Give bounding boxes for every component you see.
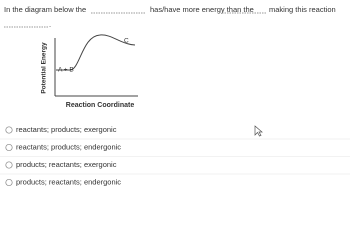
option-label[interactable]: products; reactants; exergonic (16, 160, 117, 169)
radio-button[interactable] (5, 178, 13, 187)
options: reactants; products; exergonic reactants;… (0, 125, 350, 187)
cursor (254, 125, 263, 137)
energy-curve (56, 34, 136, 71)
x-axis-label: Reaction Coordinate (66, 102, 135, 109)
question-text: In the diagram below the (4, 5, 86, 14)
option-label[interactable]: products; reactants; endergonic (16, 177, 121, 186)
product-label: C (124, 38, 129, 45)
radio-button[interactable] (5, 161, 13, 169)
option-label[interactable]: reactants; products; exergonic (16, 125, 117, 134)
radio-button[interactable] (5, 143, 13, 152)
y-axis-label: Potential Energy (41, 42, 48, 94)
quiz-question: In the diagram below the has/have more e… (0, 5, 350, 187)
question-text: . (49, 20, 51, 29)
option-label[interactable]: reactants; products; endergonic (16, 142, 121, 151)
radio-button[interactable] (5, 126, 13, 134)
question-text: has/have more energy than the (150, 5, 254, 14)
reactant-label: A + B (58, 67, 74, 74)
question-text: making this reaction (269, 5, 336, 14)
energy-diagram: Potential Energy A + B C Reaction Coordi… (41, 34, 138, 109)
